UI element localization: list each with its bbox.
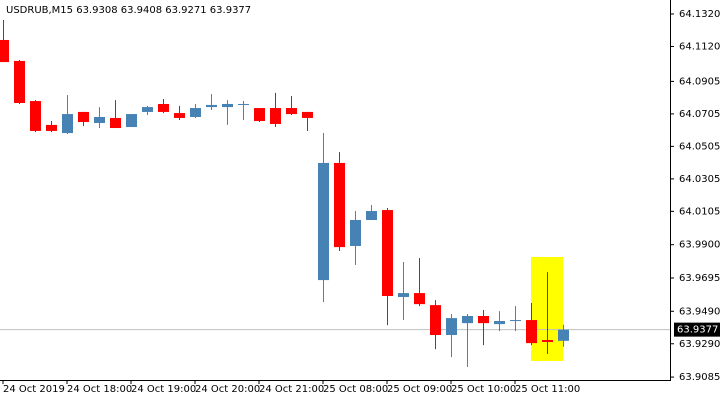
candle-body xyxy=(414,293,425,305)
x-tick-label: 25 Oct 10:00 xyxy=(451,384,516,395)
candle-body xyxy=(286,108,297,115)
y-tick-label: 64.1120 xyxy=(679,41,720,52)
candle-body xyxy=(62,114,73,134)
y-tick-label: 64.0305 xyxy=(679,174,720,185)
candle-body xyxy=(462,315,473,324)
candle-body xyxy=(190,108,201,117)
y-tick-label: 63.9695 xyxy=(679,273,720,284)
candle-body xyxy=(94,116,105,123)
y-tick-label: 63.9290 xyxy=(679,339,720,350)
y-tick-label: 64.0505 xyxy=(679,141,720,152)
y-tick-label: 63.9085 xyxy=(679,372,720,383)
candle-body xyxy=(526,320,537,344)
y-tick-label: 64.0105 xyxy=(679,206,720,217)
y-tick-label: 63.9900 xyxy=(679,240,720,251)
x-tick-label: 24 Oct 20:00 xyxy=(195,384,260,395)
x-tick-label: 24 Oct 21:00 xyxy=(259,384,324,395)
candle-body xyxy=(334,162,345,248)
candle-body xyxy=(46,124,57,131)
candle-body xyxy=(0,39,9,63)
x-tick-label: 25 Oct 11:00 xyxy=(515,384,580,395)
candle-body xyxy=(142,107,153,112)
candle-body xyxy=(382,210,393,297)
candle-body xyxy=(110,117,121,129)
current-price-box xyxy=(674,322,720,337)
candle-body xyxy=(558,329,569,341)
x-tick-label: 25 Oct 09:00 xyxy=(387,384,452,395)
y-tick-label: 63.9490 xyxy=(679,306,720,317)
candle-body xyxy=(158,103,169,112)
x-tick-label: 24 Oct 19:00 xyxy=(131,384,196,395)
candle-body xyxy=(14,60,25,104)
candle-body xyxy=(478,315,489,324)
candle-body xyxy=(350,219,361,246)
x-tick-label: 24 Oct 2019 xyxy=(3,384,65,395)
candle-body xyxy=(366,211,377,220)
y-tick-label: 64.1320 xyxy=(679,9,720,20)
candle-body xyxy=(542,340,553,342)
candle-body xyxy=(430,305,441,335)
x-tick-label: 25 Oct 08:00 xyxy=(323,384,388,395)
candle-body xyxy=(126,114,137,128)
candle-body xyxy=(494,321,505,325)
candle-body xyxy=(222,103,233,108)
y-tick-label: 64.0705 xyxy=(679,109,720,120)
candle-body xyxy=(174,113,185,118)
chart-title: USDRUB,M15 63.9308 63.9408 63.9271 63.93… xyxy=(6,5,251,16)
candle-body xyxy=(446,318,457,335)
candle-body xyxy=(206,104,217,108)
candle-body xyxy=(30,101,41,131)
candle-body xyxy=(270,108,281,124)
candle-body xyxy=(318,162,329,281)
candle-body xyxy=(302,111,313,118)
x-tick-label: 24 Oct 18:00 xyxy=(67,384,132,395)
candle-body xyxy=(78,111,89,123)
candle-body xyxy=(398,293,409,297)
candle-body xyxy=(510,320,521,322)
y-tick-label: 64.0905 xyxy=(679,76,720,87)
candle-body xyxy=(238,103,249,105)
candle-body xyxy=(254,108,265,122)
current-price-label: 63.9377 xyxy=(677,325,718,336)
